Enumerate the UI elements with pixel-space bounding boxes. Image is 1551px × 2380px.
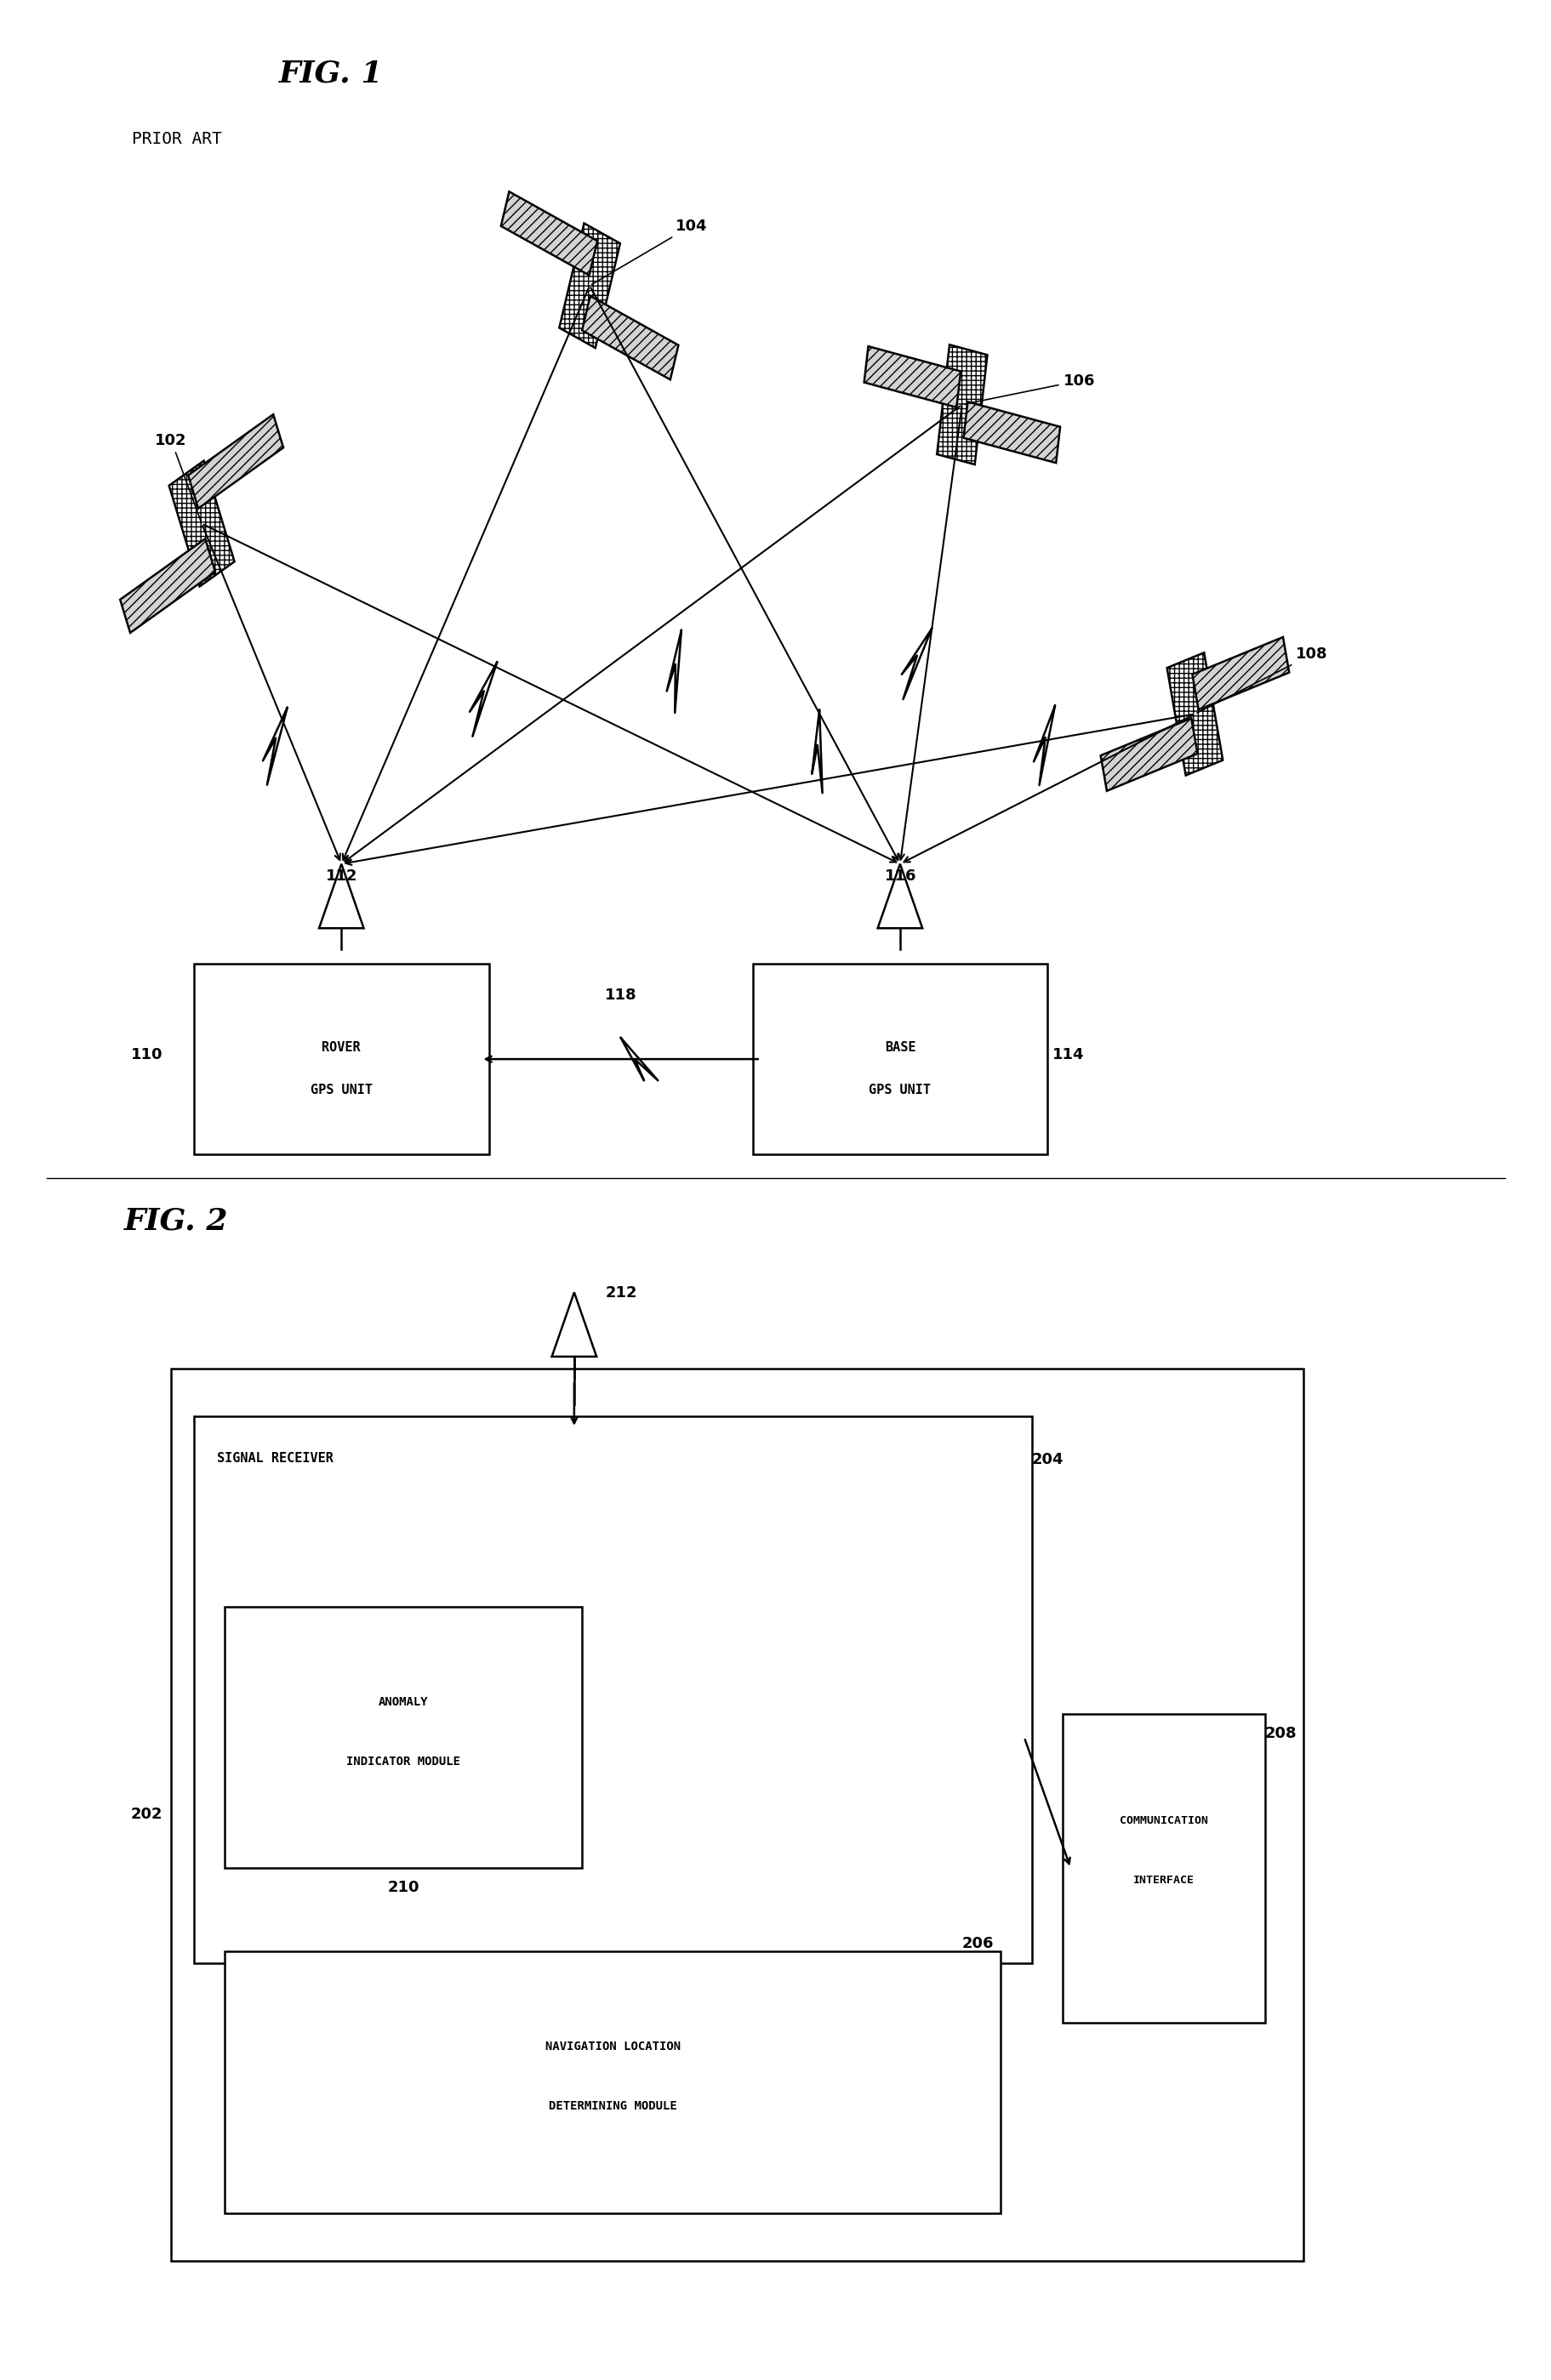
FancyBboxPatch shape	[225, 1606, 582, 1868]
FancyBboxPatch shape	[1166, 652, 1222, 776]
Text: 106: 106	[963, 374, 1095, 405]
Text: GPS UNIT: GPS UNIT	[310, 1083, 372, 1097]
Text: ROVER: ROVER	[321, 1040, 361, 1054]
Text: 118: 118	[605, 988, 636, 1002]
FancyBboxPatch shape	[169, 462, 234, 585]
Text: 212: 212	[605, 1285, 637, 1299]
FancyBboxPatch shape	[119, 538, 216, 633]
Text: SIGNAL RECEIVER: SIGNAL RECEIVER	[217, 1452, 333, 1464]
FancyBboxPatch shape	[194, 1416, 1031, 1963]
Text: 206: 206	[962, 1937, 994, 1952]
Text: BASE: BASE	[884, 1040, 915, 1054]
Text: 116: 116	[884, 869, 917, 883]
Text: 102: 102	[155, 433, 200, 521]
FancyBboxPatch shape	[1062, 1714, 1264, 2023]
FancyBboxPatch shape	[558, 224, 620, 347]
FancyBboxPatch shape	[1191, 638, 1289, 709]
FancyBboxPatch shape	[1100, 719, 1197, 790]
Text: COMMUNICATION: COMMUNICATION	[1118, 1816, 1208, 1825]
FancyBboxPatch shape	[188, 414, 284, 509]
Text: 104: 104	[591, 219, 707, 283]
Text: GPS UNIT: GPS UNIT	[869, 1083, 931, 1097]
Text: 112: 112	[326, 869, 358, 883]
FancyBboxPatch shape	[582, 295, 678, 381]
FancyBboxPatch shape	[171, 1368, 1303, 2261]
Text: 208: 208	[1264, 1726, 1297, 1740]
FancyBboxPatch shape	[194, 964, 489, 1154]
Text: PRIOR ART: PRIOR ART	[132, 131, 222, 148]
Text: 114: 114	[1052, 1047, 1084, 1061]
Text: 202: 202	[130, 1806, 163, 1823]
Text: INTERFACE: INTERFACE	[1132, 1875, 1194, 1885]
Text: 210: 210	[388, 1880, 419, 1894]
FancyBboxPatch shape	[225, 1952, 1000, 2213]
Text: 110: 110	[130, 1047, 163, 1061]
FancyBboxPatch shape	[752, 964, 1047, 1154]
FancyBboxPatch shape	[501, 190, 597, 276]
FancyBboxPatch shape	[864, 347, 960, 407]
Text: NAVIGATION LOCATION: NAVIGATION LOCATION	[544, 2040, 681, 2054]
Text: INDICATOR MODULE: INDICATOR MODULE	[346, 1754, 461, 1768]
Text: 108: 108	[1196, 647, 1328, 714]
Text: DETERMINING MODULE: DETERMINING MODULE	[549, 2099, 676, 2113]
Text: FIG. 1: FIG. 1	[279, 60, 383, 88]
Text: ANOMALY: ANOMALY	[378, 1695, 428, 1709]
FancyBboxPatch shape	[963, 402, 1059, 462]
Text: FIG. 2: FIG. 2	[124, 1207, 228, 1235]
Text: 204: 204	[1031, 1452, 1064, 1466]
FancyBboxPatch shape	[937, 345, 986, 464]
